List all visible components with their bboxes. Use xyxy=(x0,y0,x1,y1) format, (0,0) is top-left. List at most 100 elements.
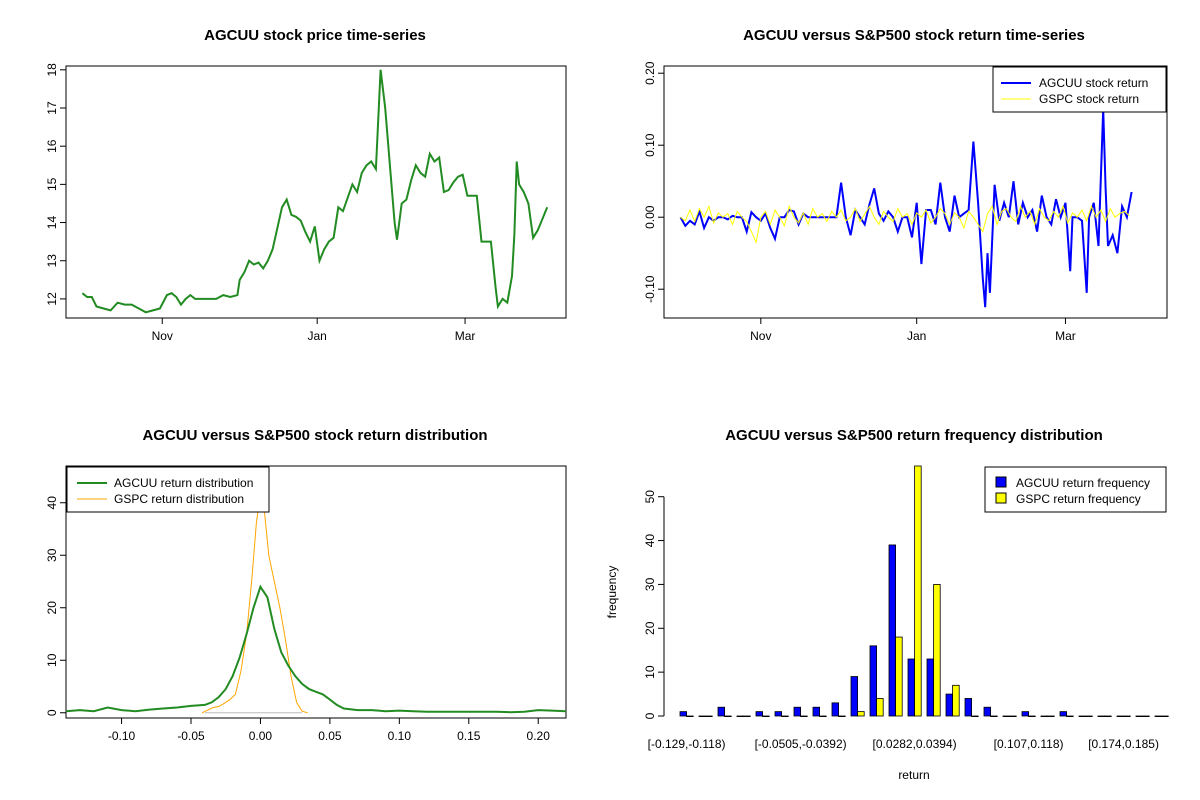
agcuu-frequency-bar xyxy=(964,698,972,717)
gspc-frequency-bar xyxy=(971,715,979,718)
agcuu-frequency-bar xyxy=(736,715,744,718)
gspc-frequency-bar xyxy=(762,715,770,718)
y-tick-label: 15 xyxy=(45,177,59,191)
legend-label-gspc: GSPC stock return xyxy=(1039,92,1139,106)
x-category-label: [-0.129,-0.118) xyxy=(648,737,726,751)
gspc-return-line xyxy=(680,204,1130,245)
agcuu-frequency-bar xyxy=(945,693,953,717)
agcuu-frequency-bar xyxy=(907,658,915,717)
y-tick-label: 30 xyxy=(45,548,59,562)
gspc-frequency-bar xyxy=(895,636,903,717)
gspc-frequency-bar xyxy=(1142,715,1150,718)
agcuu-frequency-bar xyxy=(1116,715,1124,718)
legend-box xyxy=(992,66,1167,113)
frequency-panel: AGCUU versus S&P500 return frequency dis… xyxy=(605,427,1169,782)
x-category-label: [0.0282,0.0394) xyxy=(873,737,957,751)
x-tick-label: 0.00 xyxy=(249,729,273,743)
return-series-panel: AGCUU versus S&P500 stock return time-se… xyxy=(643,27,1168,343)
gspc-frequency-bar xyxy=(952,684,960,717)
x-category-label: [0.107,0.118) xyxy=(994,737,1064,751)
gspc-frequency-bar xyxy=(933,584,941,717)
y-tick-label: 0 xyxy=(643,712,657,719)
y-tick-label: 14 xyxy=(45,216,59,230)
y-tick-label: 0.00 xyxy=(643,205,657,229)
gspc-frequency-bar xyxy=(838,715,846,718)
x-tick-label: 0.05 xyxy=(318,729,342,743)
gspc-frequency-bar xyxy=(743,715,751,718)
agcuu-density-line xyxy=(65,584,567,714)
agcuu-frequency-bar xyxy=(793,706,801,717)
price-series-line xyxy=(81,69,549,314)
gspc-frequency-bar xyxy=(800,715,808,718)
gspc-density-line xyxy=(201,492,308,714)
gspc-frequency-bar xyxy=(990,715,998,718)
agcuu-frequency-bar xyxy=(755,711,763,717)
agcuu-frequency-bar xyxy=(869,645,877,717)
x-tick-label: Mar xyxy=(1055,329,1076,343)
y-tick-label: -0.10 xyxy=(643,275,657,303)
x-category-label: [-0.0505,-0.0392) xyxy=(755,737,847,751)
agcuu-frequency-bar xyxy=(1059,711,1067,717)
gspc-frequency-bar xyxy=(1123,715,1131,718)
legend-label-gspc: GSPC return frequency xyxy=(1016,492,1141,506)
legend-label-gspc: GSPC return distribution xyxy=(114,492,244,506)
y-tick-label: 17 xyxy=(45,101,59,115)
x-tick-label: Jan xyxy=(907,329,926,343)
y-tick-label: 40 xyxy=(643,534,657,548)
y-tick-label: 12 xyxy=(45,292,59,306)
x-axis-label: return xyxy=(898,768,929,782)
y-tick-label: 10 xyxy=(643,665,657,679)
x-tick-label: 0.15 xyxy=(457,729,481,743)
chart-title: AGCUU stock price time-series xyxy=(204,27,426,44)
y-tick-label: 40 xyxy=(45,496,59,510)
agcuu-frequency-bar xyxy=(1002,715,1010,718)
x-tick-label: 0.20 xyxy=(527,729,551,743)
gspc-frequency-bar xyxy=(1047,715,1055,718)
gspc-frequency-bar xyxy=(857,711,865,717)
agcuu-frequency-bar xyxy=(774,711,782,717)
agcuu-frequency-bar xyxy=(1154,715,1162,718)
y-tick-label: 16 xyxy=(45,139,59,153)
agcuu-frequency-bar xyxy=(679,711,687,717)
gspc-frequency-bar xyxy=(1066,715,1074,718)
y-axis-label: frequency xyxy=(605,566,619,619)
y-tick-label: 20 xyxy=(643,621,657,635)
legend: AGCUU return frequency GSPC return frequ… xyxy=(984,466,1167,513)
y-tick-label: 30 xyxy=(643,577,657,591)
gspc-frequency-bar xyxy=(1161,715,1169,718)
agcuu-frequency-bar xyxy=(850,676,858,717)
gspc-frequency-bar xyxy=(1104,715,1112,718)
x-tick-label: Nov xyxy=(152,329,173,343)
gspc-frequency-bar xyxy=(724,715,732,718)
x-tick-label: Nov xyxy=(750,329,771,343)
agcuu-frequency-bar xyxy=(1021,711,1029,717)
y-tick-label: 0.20 xyxy=(643,61,657,85)
plot-frame xyxy=(65,65,567,319)
x-tick-label: 0.10 xyxy=(388,729,412,743)
legend: AGCUU stock return GSPC stock return xyxy=(992,66,1167,113)
x-tick-label: -0.10 xyxy=(108,729,136,743)
legend-box xyxy=(984,466,1167,513)
chart-title: AGCUU versus S&P500 return frequency dis… xyxy=(725,427,1103,444)
gspc-frequency-bar xyxy=(914,465,922,717)
price-panel: AGCUU stock price time-series 12 13 14 15 16… xyxy=(45,27,567,343)
legend-swatch-gspc xyxy=(995,492,1007,504)
agcuu-frequency-bar xyxy=(926,658,934,717)
x-category-label: [0.174,0.185) xyxy=(1088,737,1159,751)
legend-label-agcuu: AGCUU return distribution xyxy=(114,476,253,490)
agcuu-frequency-bar xyxy=(698,715,706,718)
agcuu-return-line xyxy=(679,109,1133,308)
legend: AGCUU return distribution GSPC return di… xyxy=(66,466,270,513)
y-tick-label: 10 xyxy=(45,653,59,667)
agcuu-frequency-bar xyxy=(888,544,896,717)
agcuu-frequency-bar xyxy=(1040,715,1048,718)
return-distribution-panel: AGCUU versus S&P500 stock return distrib… xyxy=(45,427,567,743)
legend-box xyxy=(66,466,270,513)
legend-label-agcuu: AGCUU return frequency xyxy=(1016,476,1150,490)
agcuu-frequency-bar xyxy=(717,706,725,717)
y-tick-label: 20 xyxy=(45,601,59,615)
agcuu-frequency-bar xyxy=(1135,715,1143,718)
agcuu-frequency-bar xyxy=(812,706,820,717)
gspc-frequency-bar xyxy=(1085,715,1093,718)
